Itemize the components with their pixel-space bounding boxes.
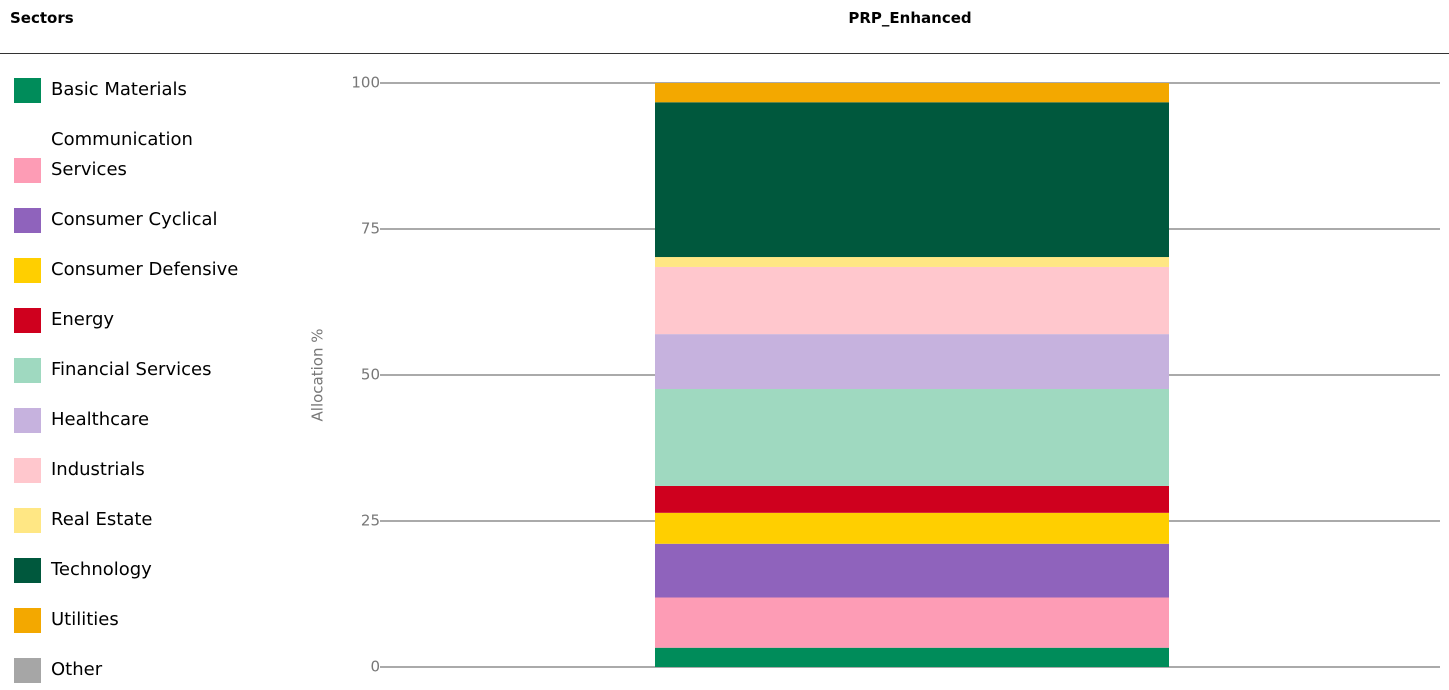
y-tick-label: 0: [370, 658, 380, 676]
bar-segment: [655, 389, 1169, 486]
y-axis-label: Allocation %: [309, 329, 327, 422]
bar-segment: [655, 266, 1169, 335]
bar-segment: [655, 597, 1169, 648]
legend-item: Consumer Defensive: [14, 255, 294, 285]
legend-item: Basic Materials: [14, 75, 294, 105]
legend: Basic Materials Communication Services Con…: [14, 75, 294, 690]
legend-label: Technology: [51, 559, 152, 580]
legend-title: Sectors: [10, 9, 74, 27]
legend-label: Basic Materials: [51, 79, 187, 100]
header-rule: [0, 53, 1449, 54]
bar-segment: [655, 334, 1169, 390]
legend-swatch: [14, 158, 41, 183]
legend-swatch: [14, 78, 41, 103]
legend-item: Healthcare: [14, 405, 294, 435]
legend-label: Financial Services: [51, 359, 212, 380]
legend-item: Communication Services: [14, 125, 294, 185]
y-tick-label: 100: [351, 74, 380, 92]
legend-swatch: [14, 408, 41, 433]
chart-title: PRP_Enhanced: [848, 9, 972, 27]
legend-swatch: [14, 258, 41, 283]
legend-swatch: [14, 458, 41, 483]
legend-item: Other: [14, 655, 294, 685]
legend-item: Consumer Cyclical: [14, 205, 294, 235]
legend-swatch: [14, 508, 41, 533]
bar-segment: [655, 83, 1169, 103]
bar-segment: [655, 647, 1169, 667]
legend-item: Utilities: [14, 605, 294, 635]
legend-item: Real Estate: [14, 505, 294, 535]
legend-item: Technology: [14, 555, 294, 585]
legend-item: Energy: [14, 305, 294, 335]
legend-swatch: [14, 308, 41, 333]
bar-segment: [655, 102, 1169, 258]
legend-label: Healthcare: [51, 409, 150, 430]
legend-swatch: [14, 608, 41, 633]
legend-label: Consumer Cyclical: [51, 209, 218, 230]
legend-label: Real Estate: [51, 509, 153, 530]
legend-label: Communication Services: [51, 129, 193, 180]
legend-label: Other: [51, 659, 103, 680]
bar-segment: [655, 485, 1169, 513]
legend-label: Utilities: [51, 609, 119, 630]
legend-item: Financial Services: [14, 355, 294, 385]
legend-label: Consumer Defensive: [51, 259, 239, 280]
legend-swatch: [14, 358, 41, 383]
bar-segment: [655, 512, 1169, 544]
legend-item: Industrials: [14, 455, 294, 485]
y-tick-label: 75: [361, 220, 380, 238]
legend-label: Industrials: [51, 459, 145, 480]
bar-segment: [655, 257, 1169, 267]
legend-label: Energy: [51, 309, 115, 330]
y-tick-label: 50: [361, 366, 380, 384]
legend-swatch: [14, 208, 41, 233]
y-tick-label: 25: [361, 512, 380, 530]
bar-segment: [655, 543, 1169, 598]
legend-swatch: [14, 558, 41, 583]
legend-swatch: [14, 658, 41, 683]
